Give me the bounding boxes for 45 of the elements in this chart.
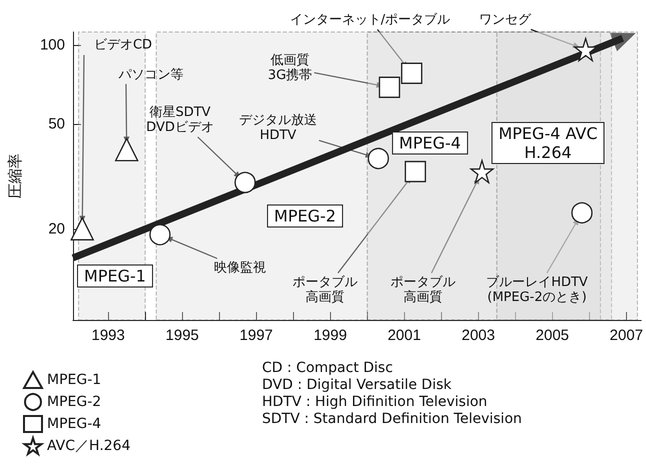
- text: CD : Compact Disc: [262, 360, 393, 376]
- point: [571, 202, 593, 224]
- x-tick-label: 1993: [91, 327, 125, 344]
- point: [115, 138, 138, 162]
- point: [368, 148, 390, 170]
- legend-label: MPEG-2: [47, 394, 102, 410]
- point: [378, 76, 400, 98]
- text: HDTV : High Difinition Television: [262, 394, 488, 410]
- text: DVD : Digital Versatile Disk: [262, 377, 452, 393]
- point: [149, 224, 171, 246]
- y-tick-label: 50: [48, 116, 65, 133]
- x-tick-label: 1995: [166, 327, 199, 344]
- annotation: MPEG-4 AVC H.264: [491, 122, 605, 164]
- x-tick-label: 1999: [314, 327, 347, 344]
- x-tick-label: 1997: [240, 327, 273, 344]
- annotation: ワンセグ: [479, 12, 531, 28]
- annotation: 低画質 3G携帯: [268, 53, 312, 83]
- annotation: ポータブル高画質: [292, 275, 358, 305]
- annotation: 映像監視: [214, 260, 266, 276]
- x-tick-label: 2005: [536, 327, 570, 344]
- point: [470, 160, 494, 184]
- annotation: パソコン等: [118, 68, 184, 82]
- x-tick-label: 2001: [388, 327, 421, 344]
- annotation: MPEG-1: [77, 264, 153, 288]
- legend-label: MPEG-1: [47, 372, 102, 388]
- y-tick-label: 20: [48, 220, 65, 238]
- annotation: インターネット/ポータブル: [290, 12, 450, 28]
- point: [401, 62, 422, 84]
- point: [70, 217, 94, 240]
- y-axis-title: 圧縮率: [7, 154, 24, 198]
- point: [404, 160, 426, 182]
- annotation: ブルーレイHDTV (MPEG-2のとき): [486, 275, 588, 305]
- y-tick-label: 100: [40, 36, 65, 54]
- point: [234, 172, 256, 194]
- x-tick-label: 2007: [610, 327, 644, 344]
- annotation: MPEG-4: [392, 132, 468, 154]
- annotation: MPEG-2: [267, 204, 343, 228]
- annotation: ポータブル高画質: [390, 275, 456, 305]
- x-tick-label: 2003: [462, 327, 495, 344]
- annotation: ビデオCD: [94, 38, 152, 52]
- annotation: デジタル放送 HDTV: [239, 113, 317, 143]
- annotation: 衛星SDTV DVDビデオ: [146, 105, 214, 135]
- legend-label: MPEG-4: [47, 416, 102, 432]
- legend-label: AVC／H.264: [47, 438, 131, 454]
- text: SDTV : Standard Definition Television: [262, 411, 522, 427]
